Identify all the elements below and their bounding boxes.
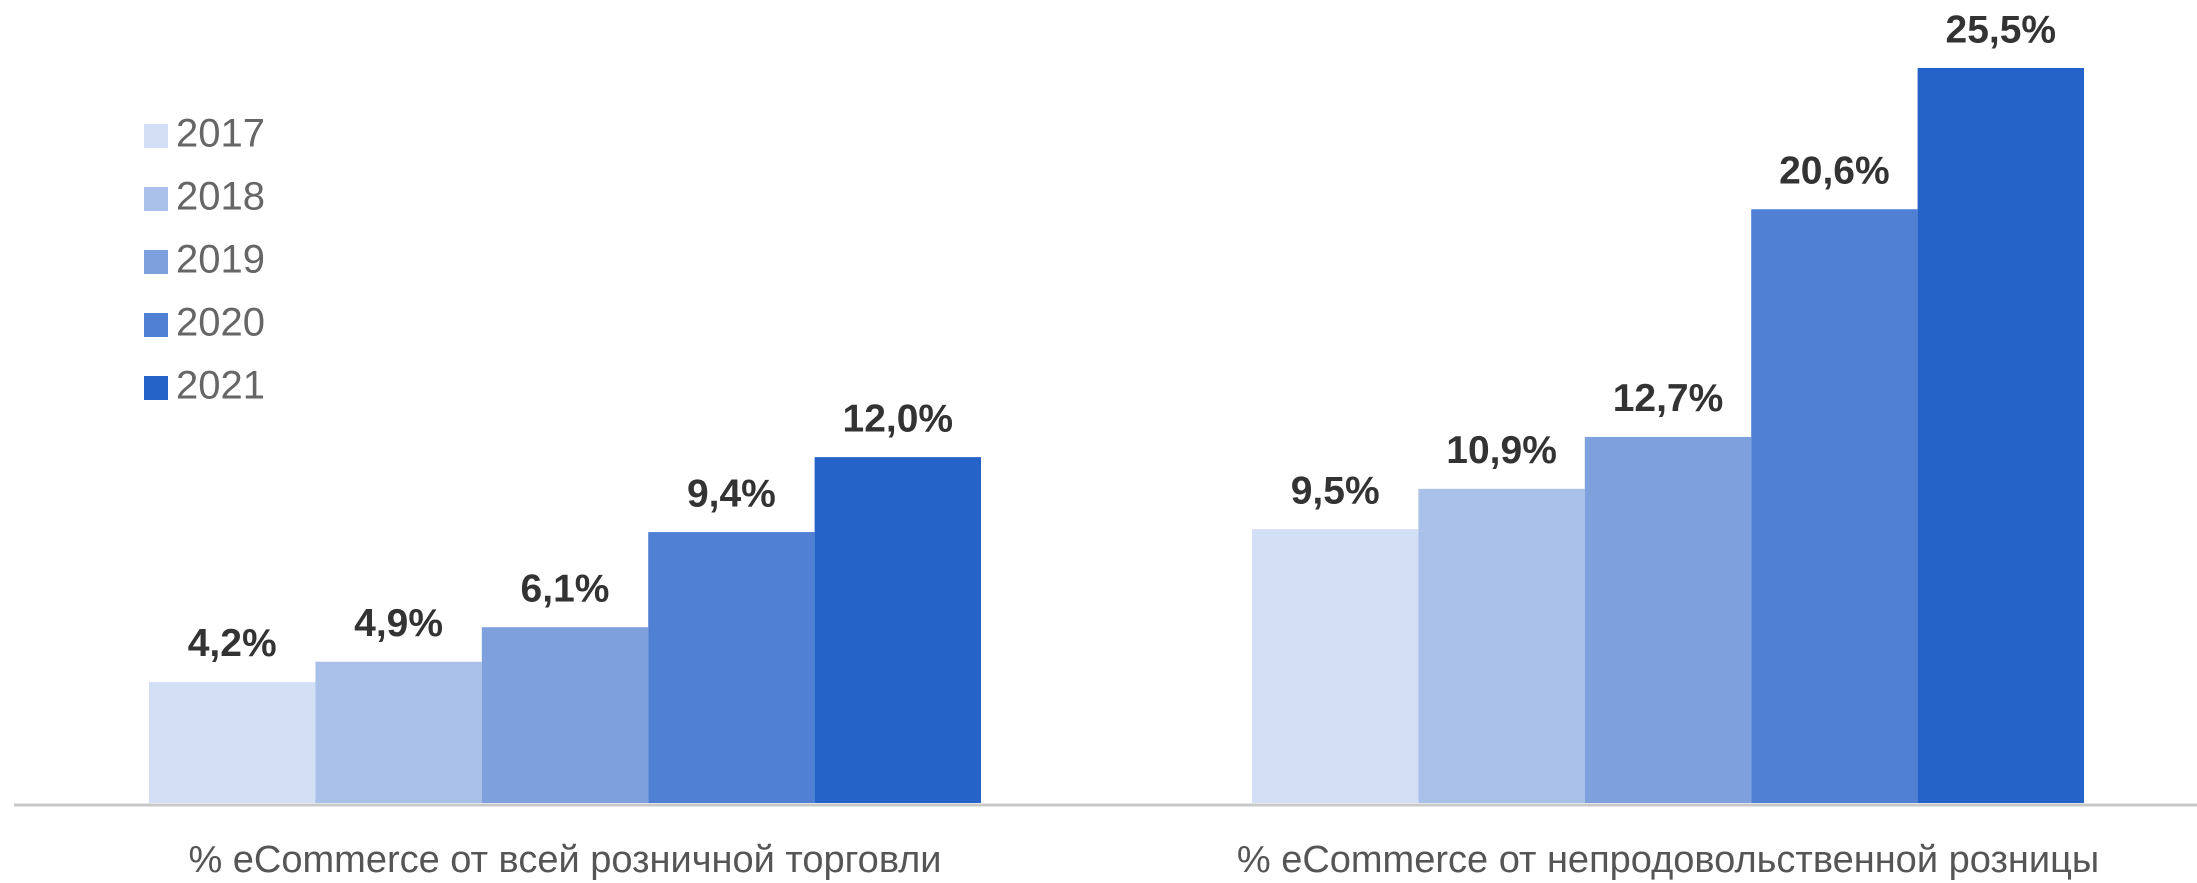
data-label: 4,2%	[188, 622, 277, 665]
bar	[315, 661, 482, 803]
bar	[814, 457, 981, 803]
data-label: 4,9%	[354, 602, 443, 645]
bar	[648, 532, 815, 803]
x-tick-label: % eCommerce от всей розничной торговли	[188, 839, 941, 881]
legend-label: 2017	[176, 112, 265, 156]
data-label: 10,9%	[1446, 429, 1557, 472]
bar	[1751, 209, 1918, 803]
legend-swatch	[144, 376, 168, 400]
bar	[481, 627, 649, 803]
legend-swatch	[144, 124, 168, 148]
legend-label: 2021	[176, 364, 265, 408]
bar	[1252, 529, 1419, 803]
data-label: 9,4%	[687, 472, 776, 515]
bar	[1418, 488, 1585, 803]
legend-swatch	[144, 187, 168, 211]
legend-swatch	[144, 313, 168, 337]
data-label: 20,6%	[1779, 150, 1890, 193]
data-label: 9,5%	[1291, 469, 1380, 512]
legend-label: 2019	[176, 238, 265, 282]
x-tick-label: % eCommerce от непродовольственной розни…	[1237, 839, 2099, 881]
data-label: 12,0%	[843, 397, 954, 440]
data-label: 25,5%	[1946, 8, 2057, 51]
bar	[149, 681, 316, 803]
data-label: 12,7%	[1613, 377, 1724, 420]
bar	[1917, 68, 2084, 803]
legend-label: 2020	[176, 301, 265, 345]
legend-label: 2018	[176, 175, 265, 219]
bar	[1584, 436, 1752, 803]
legend-swatch	[144, 250, 168, 274]
data-label: 6,1%	[521, 567, 610, 610]
